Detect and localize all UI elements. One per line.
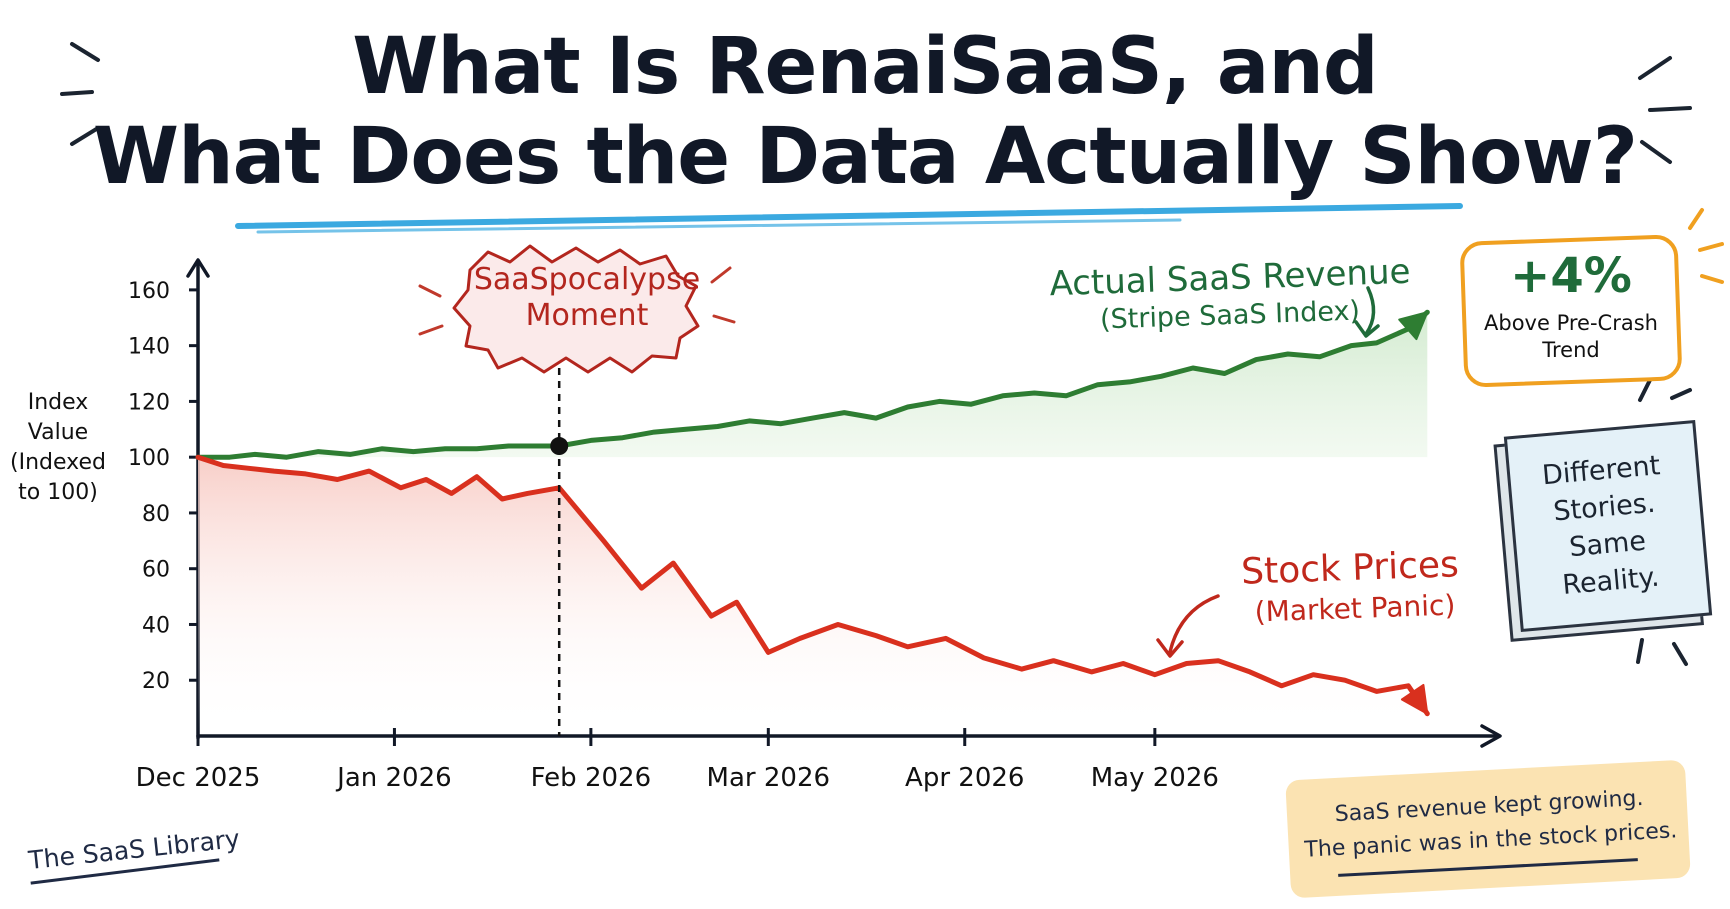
x-tick-label: Dec 2025 (136, 763, 261, 793)
burst-rays (418, 266, 736, 336)
event-burst (452, 244, 700, 374)
y-tick-label: 20 (142, 669, 170, 694)
stock-callout-arrow (1168, 594, 1220, 654)
page-title-line-1: What Is RenaiSaaS, and (352, 22, 1379, 112)
emphasis-ticks (60, 42, 1692, 666)
y-axis-arrow (186, 258, 210, 278)
growth-badge-label: Above Pre-Crash Trend (1462, 310, 1680, 364)
revenue-callout-arrowhead (1354, 320, 1380, 338)
x-tick-label: Apr 2026 (905, 763, 1024, 793)
y-axis-label-line: (Indexed (10, 450, 106, 475)
revenue-area (198, 312, 1428, 458)
growth-badge-label-line: Above Pre-Crash (1484, 311, 1658, 335)
y-tick-label: 120 (128, 390, 170, 415)
revenue-line (195, 309, 1430, 460)
stock-area (198, 457, 1428, 732)
badge-sparkle (1688, 208, 1724, 284)
y-axis-label: Index Value (Indexed to 100) (8, 388, 108, 508)
event-marker-dot (550, 437, 569, 456)
y-tick-label: 80 (142, 502, 170, 527)
x-ticks: Dec 2025 Jan 2026 Feb 2026 Mar 2026 Apr 2026… (136, 728, 1219, 793)
title-underline-echo (256, 218, 1182, 234)
title-underline (235, 203, 1463, 229)
revenue-line-arrowhead (1398, 311, 1429, 341)
y-tick-label: 160 (128, 279, 170, 304)
y-tick-label: 40 (142, 613, 170, 638)
x-tick-label: Jan 2026 (335, 763, 452, 793)
growth-badge-value: +4% (1510, 248, 1632, 304)
page-title-line-2: What Does the Data Actually Show? (93, 112, 1638, 202)
event-label-line: Moment (525, 298, 649, 333)
revenue-callout-arrow (1364, 286, 1376, 336)
growth-badge-label-line: Trend (1542, 338, 1600, 362)
stock-callout-arrowhead (1156, 638, 1184, 658)
x-tick-label: Feb 2026 (531, 763, 651, 793)
y-tick-label: 140 (128, 335, 170, 360)
y-axis-label-line: Value (27, 420, 89, 445)
stock-line (195, 454, 1430, 717)
x-tick-label: Mar 2026 (707, 763, 831, 793)
event-label-line: SaaSpocalypse (473, 262, 701, 297)
sticky-note-text: Different Stories. Same Reality. (1514, 445, 1698, 607)
y-axis-label-line: to 100) (18, 480, 98, 505)
stock-line-arrowhead (1400, 683, 1429, 715)
y-tick-label: 60 (142, 558, 170, 583)
x-axis-arrow (1480, 724, 1502, 748)
x-tick-label: May 2026 (1091, 763, 1219, 793)
y-axis-label-line: Index (27, 390, 89, 415)
y-tick-label: 100 (128, 446, 170, 471)
event-label: SaaSpocalypse Moment (462, 262, 712, 334)
y-ticks: 20 40 60 80 100 120 140 160 (128, 279, 199, 694)
